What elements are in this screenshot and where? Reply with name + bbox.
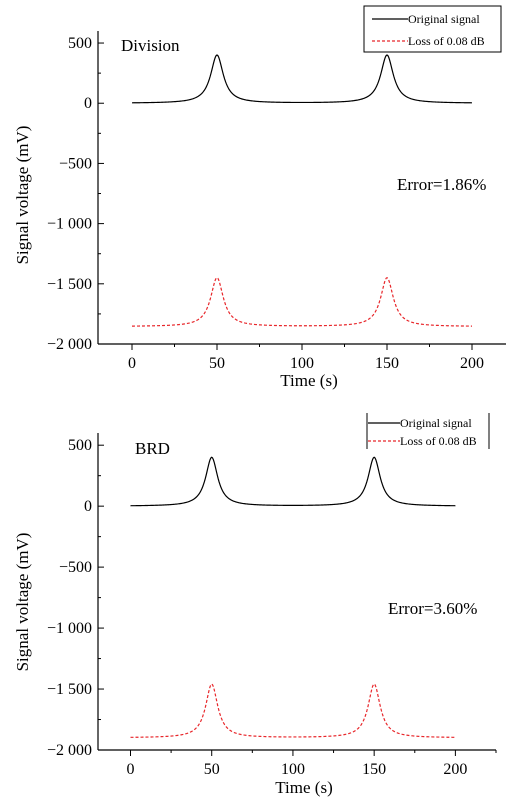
legend: Original signal Loss of 0.08 dB	[366, 413, 490, 449]
x-axis-title: Time (s)	[275, 778, 332, 797]
x-tick-label: 0	[126, 761, 134, 778]
x-axis-title: Time (s)	[280, 371, 337, 390]
error-annotation: Error=1.86%	[397, 175, 486, 194]
y-tick-label: −1 500	[47, 276, 92, 293]
chart-panel-division: 500 0 −500 −1 000 −1 500 −2 000 0 50 100 150 200 D…	[13, 5, 506, 390]
chart-panel-brd: 500 0 −500 −1 000 −1 500 −2 000 0 50 100 150 200 B…	[13, 413, 497, 797]
panel-label: BRD	[135, 439, 170, 458]
y-tick-label: −1 000	[47, 620, 92, 637]
ticks: 500 0 −500 −1 000 −1 500 −2 000 0 50 100 150 200	[47, 35, 484, 372]
x-tick-label: 150	[375, 355, 399, 372]
series-loss-signal	[130, 683, 456, 738]
y-tick-label: −1 500	[47, 681, 92, 698]
legend-label-loss: Loss of 0.08 dB	[408, 34, 485, 48]
axes	[97, 433, 496, 751]
series-original-signal	[130, 456, 456, 507]
legend-label-original: Original signal	[400, 416, 472, 430]
y-tick-label: −2 000	[47, 336, 92, 353]
y-tick-label: −1 000	[47, 216, 92, 233]
x-tick-label: 100	[281, 761, 305, 778]
x-tick-label: 200	[443, 761, 467, 778]
y-axis-title: Signal voltage (mV)	[13, 126, 32, 265]
legend-label-original: Original signal	[408, 12, 480, 26]
plot-lines	[130, 456, 456, 738]
legend-box	[363, 5, 502, 53]
panel-label: Division	[121, 36, 180, 55]
y-tick-label: −500	[59, 155, 92, 172]
x-tick-label: 50	[209, 355, 225, 372]
legend: Original signal Loss of 0.08 dB	[363, 5, 502, 53]
plot-lines	[131, 54, 473, 327]
x-tick-label: 0	[128, 355, 136, 372]
y-tick-label: −500	[59, 559, 92, 576]
y-axis-title: Signal voltage (mV)	[13, 533, 32, 672]
y-tick-label: 500	[68, 35, 92, 52]
error-annotation: Error=3.60%	[388, 599, 477, 618]
legend-label-loss: Loss of 0.08 dB	[400, 434, 477, 448]
y-tick-label: −2 000	[47, 742, 92, 759]
x-tick-label: 50	[204, 761, 220, 778]
series-original-signal	[131, 54, 473, 104]
y-tick-label: 0	[84, 498, 92, 515]
x-tick-label: 100	[290, 355, 314, 372]
y-tick-label: 0	[84, 95, 92, 112]
y-tick-label: 500	[68, 437, 92, 454]
series-loss-signal	[131, 276, 473, 327]
ticks: 500 0 −500 −1 000 −1 500 −2 000 0 50 100 150 200	[47, 437, 497, 778]
x-tick-label: 200	[460, 355, 484, 372]
x-tick-label: 150	[362, 761, 386, 778]
